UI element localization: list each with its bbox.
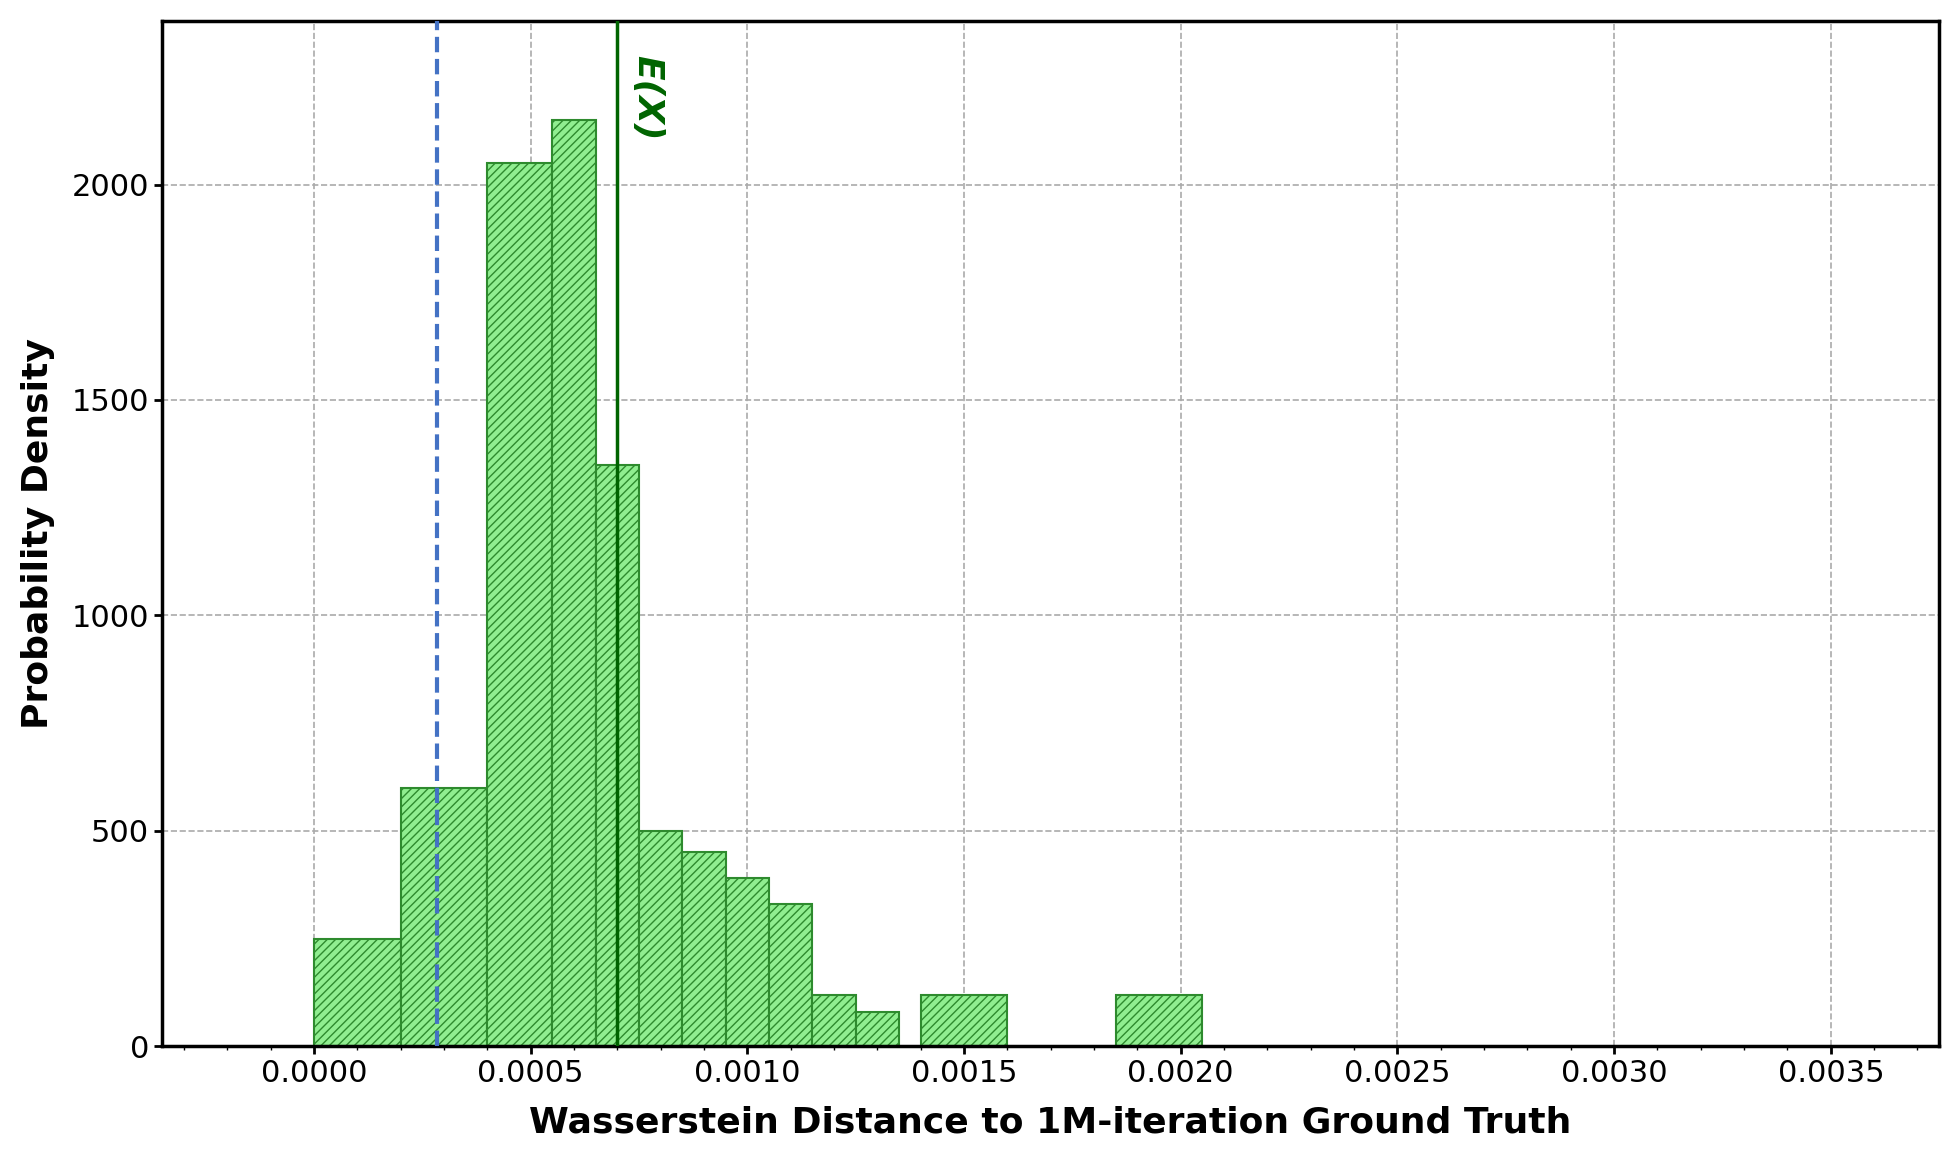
- Y-axis label: Probability Density: Probability Density: [22, 338, 55, 728]
- Bar: [921, 994, 1007, 1046]
- Bar: [768, 904, 811, 1046]
- Bar: [314, 938, 400, 1046]
- Bar: [1115, 994, 1201, 1046]
- Bar: [682, 853, 725, 1046]
- Bar: [857, 1012, 900, 1046]
- Bar: [553, 119, 596, 1046]
- Bar: [725, 878, 768, 1046]
- X-axis label: Wasserstein Distance to 1M-iteration Ground Truth: Wasserstein Distance to 1M-iteration Gro…: [529, 1105, 1572, 1139]
- Bar: [400, 788, 488, 1046]
- Bar: [596, 465, 639, 1046]
- Bar: [639, 831, 682, 1046]
- Text: E(X): E(X): [631, 56, 664, 140]
- Bar: [488, 164, 553, 1046]
- Bar: [811, 994, 857, 1046]
